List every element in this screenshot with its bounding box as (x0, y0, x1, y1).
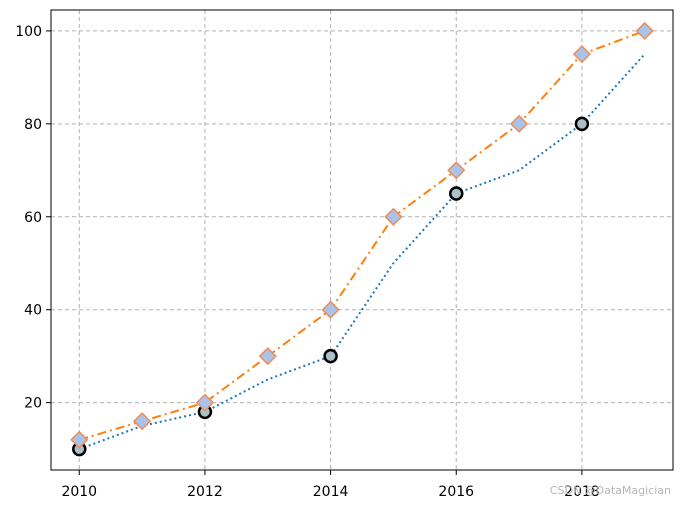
x-tick-label: 2016 (438, 484, 474, 500)
y-axis: 20 40 60 80 100 (15, 24, 51, 412)
y-tick-label: 40 (24, 303, 42, 319)
series-2-point (447, 161, 466, 180)
watermark-text: CSDN @DataMagician (549, 484, 671, 497)
series-2-point (572, 45, 591, 64)
series-line-1 (78, 53, 646, 451)
series-1-point (574, 116, 590, 132)
y-tick-label: 60 (24, 210, 42, 226)
series-lines (78, 29, 646, 451)
series-2-point (510, 114, 529, 133)
series-2-point (321, 300, 340, 319)
series-2-point (635, 21, 654, 40)
series-2-point (133, 412, 152, 431)
series-1-point (323, 348, 338, 364)
x-tick-label: 2014 (313, 484, 349, 500)
x-tick-label: 2010 (61, 484, 97, 500)
x-tick-label: 2012 (187, 484, 223, 500)
y-tick-label: 100 (15, 24, 42, 40)
plot-frame (50, 9, 674, 471)
series-1-point (448, 186, 464, 201)
series-markers (70, 21, 654, 457)
series-2-point (195, 393, 214, 412)
series-2-point (258, 347, 277, 366)
series-2-point (70, 430, 89, 449)
series-line-2 (79, 29, 646, 441)
series-2-point (384, 207, 403, 226)
y-tick-label: 80 (24, 117, 42, 133)
x-tick-label: 2018 (564, 484, 600, 500)
x-axis: 2010 2012 2014 2016 2018 (61, 470, 600, 500)
y-tick-label: 20 (24, 396, 42, 412)
grid-lines (51, 10, 673, 470)
